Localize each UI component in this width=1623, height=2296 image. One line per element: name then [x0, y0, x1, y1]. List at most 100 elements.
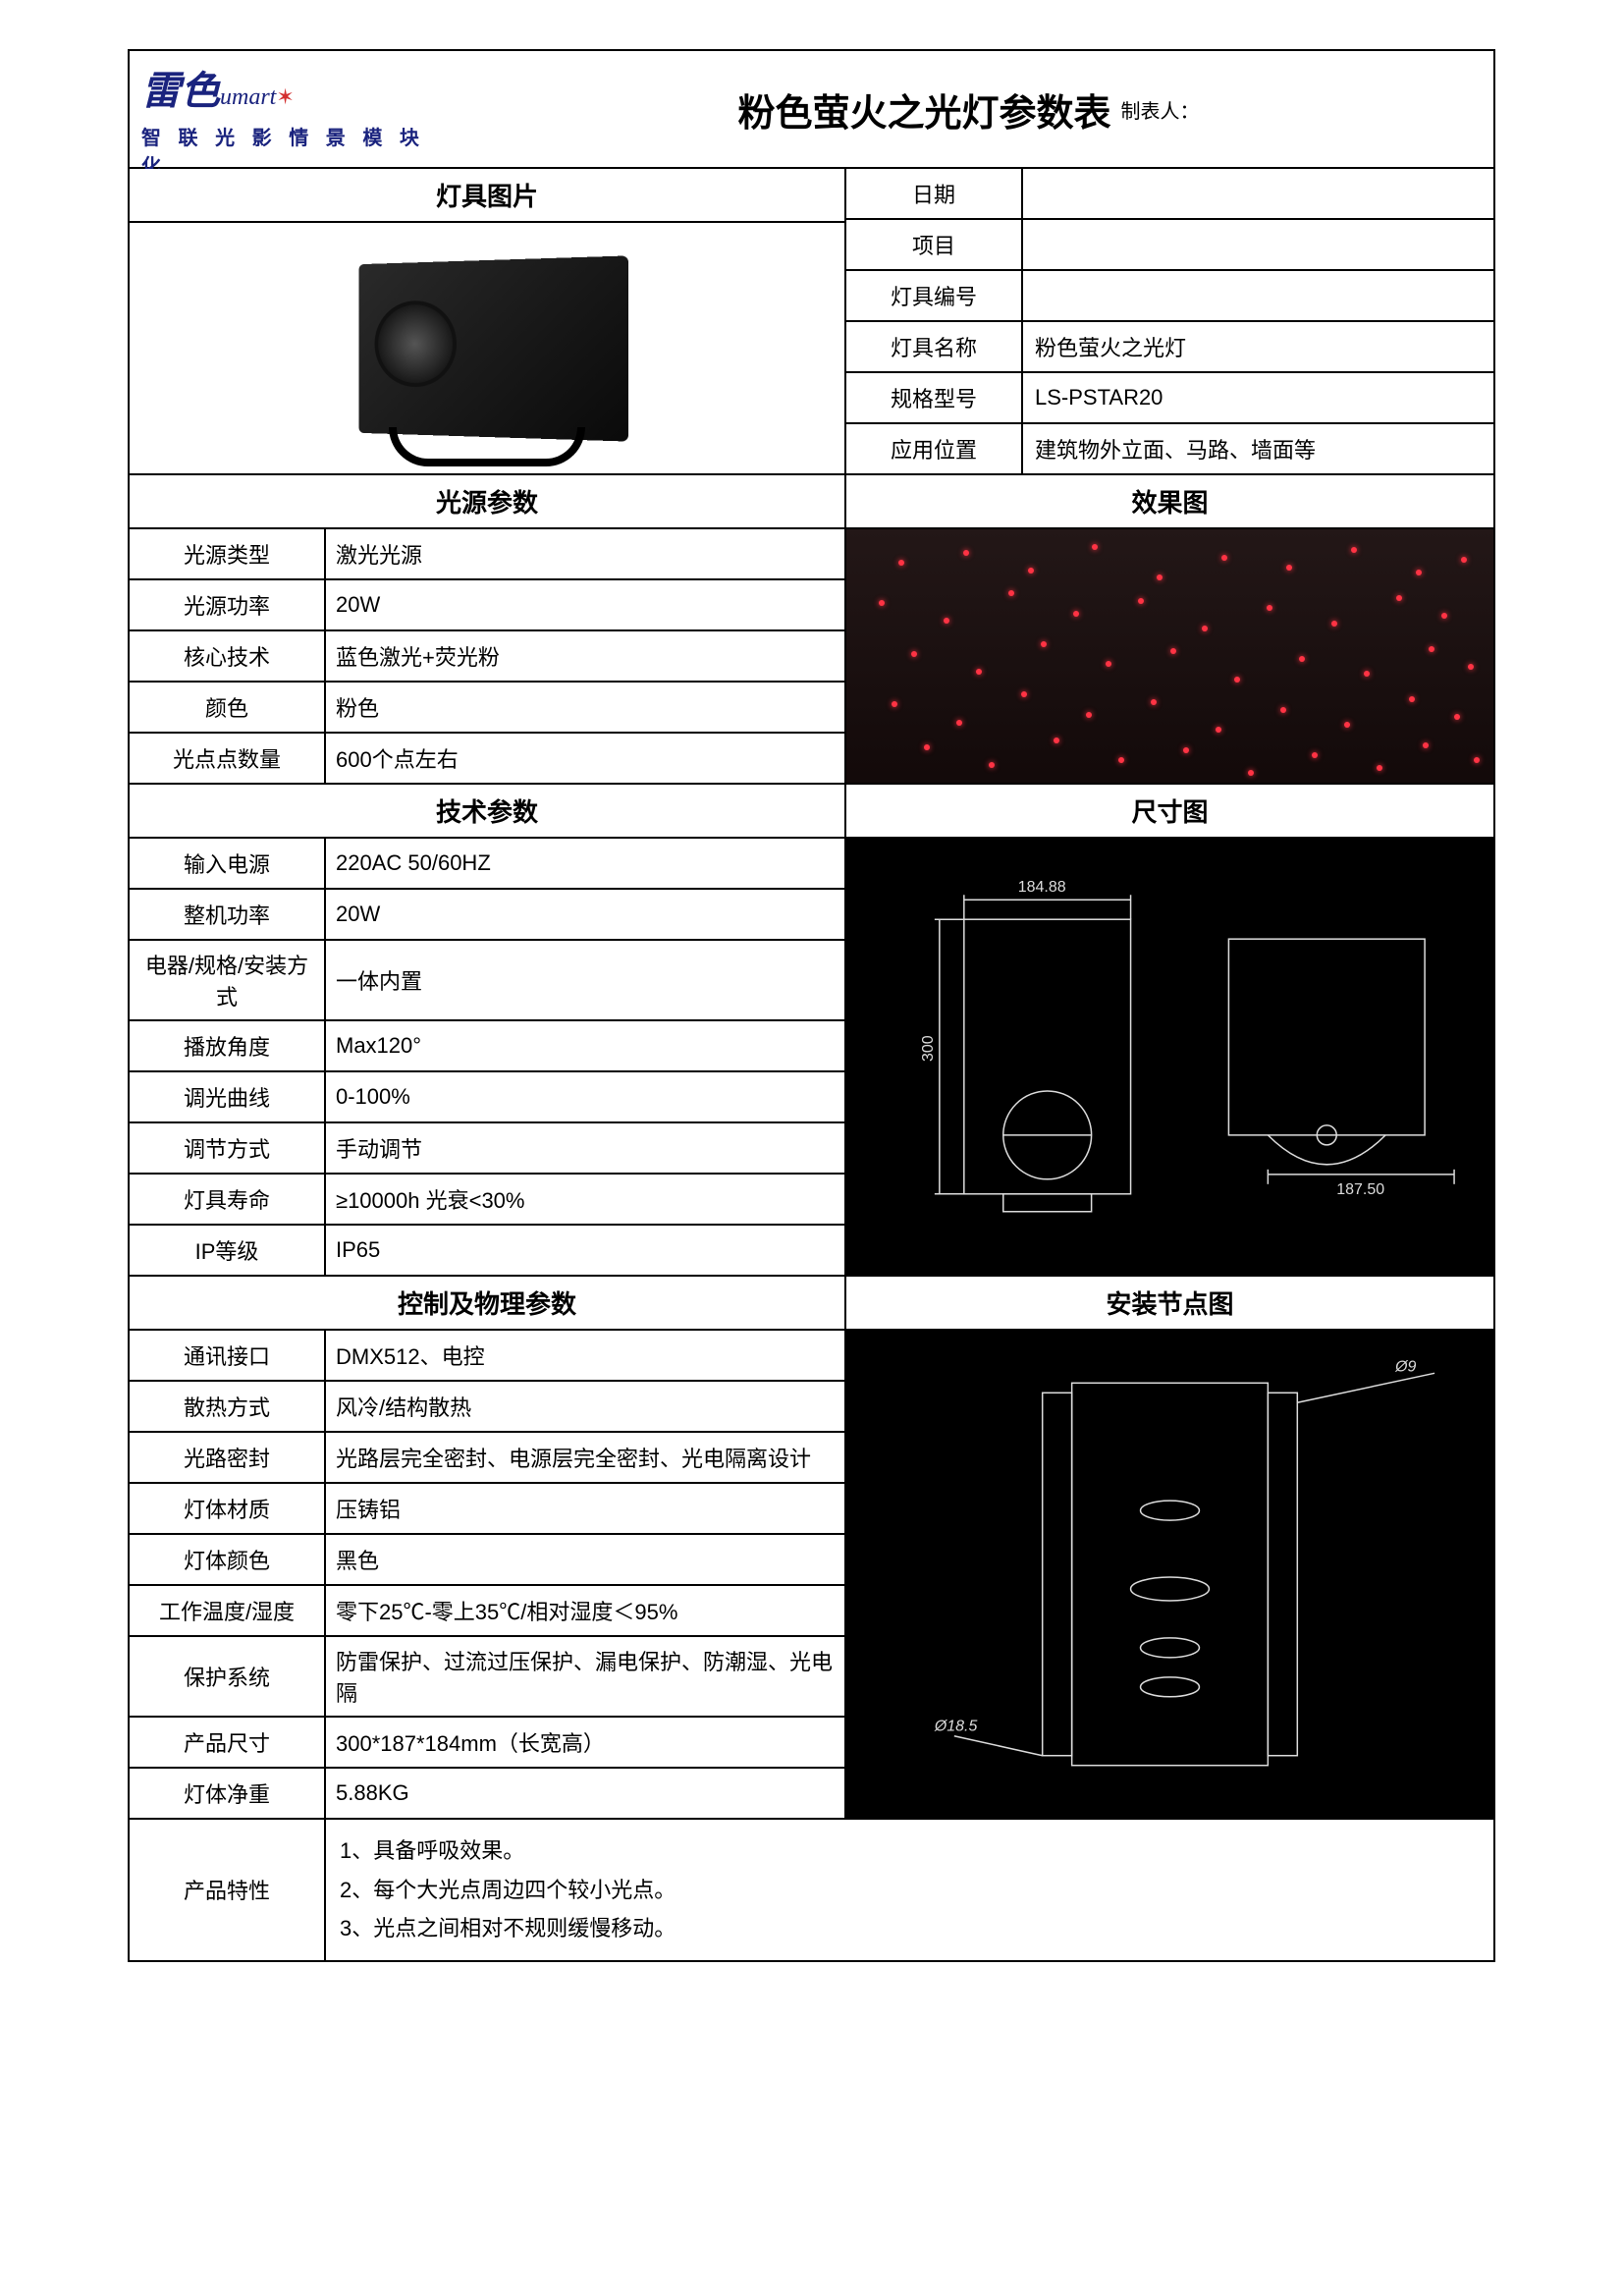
section-photo-head: 灯具图片 [130, 169, 844, 223]
effect-dot [1021, 691, 1027, 697]
effect-dot [1248, 770, 1254, 776]
param-label: 灯体净重 [130, 1769, 326, 1818]
param-value: 压铸铝 [326, 1484, 844, 1533]
param-label: 通讯接口 [130, 1331, 326, 1380]
effect-dot [924, 744, 930, 750]
effect-dot [1344, 722, 1350, 728]
page-title: 粉色萤火之光灯参数表 [737, 82, 1110, 137]
param-value: 300*187*184mm（长宽高） [326, 1718, 844, 1767]
param-row: 散热方式风冷/结构散热 [130, 1382, 844, 1433]
effect-dot [892, 701, 897, 707]
param-value: 粉色 [326, 683, 844, 732]
value-fixture-no [1023, 271, 1493, 320]
value-date [1023, 169, 1493, 218]
dim-width: 184.88 [1018, 879, 1066, 896]
effect-dot [1409, 696, 1415, 702]
param-value: 防雷保护、过流过压保护、漏电保护、防潮湿、光电隔 [326, 1637, 844, 1716]
light-params-list: 光源类型激光光源光源功率20W核心技术蓝色激光+荧光粉颜色粉色光点点数量600个… [130, 529, 846, 783]
logo-star-icon: ✶ [276, 84, 294, 109]
param-label: 保护系统 [130, 1637, 326, 1716]
label-fixture-no: 灯具编号 [846, 271, 1023, 320]
effect-dot [1183, 747, 1189, 753]
effect-section [846, 529, 1493, 783]
param-label: 散热方式 [130, 1382, 326, 1431]
param-value: 零下25℃-零上35℃/相对湿度＜95% [326, 1586, 844, 1635]
effect-dot [956, 720, 962, 726]
param-label: 调光曲线 [130, 1072, 326, 1121]
effect-dot [1377, 765, 1382, 771]
param-label: 核心技术 [130, 631, 326, 681]
param-row: 光路密封光路层完全密封、电源层完全密封、光电隔离设计 [130, 1433, 844, 1484]
param-label: 播放角度 [130, 1021, 326, 1070]
param-label: 光源类型 [130, 529, 326, 578]
param-row: 核心技术蓝色激光+荧光粉 [130, 631, 844, 683]
effect-dot [1396, 595, 1402, 601]
param-row: 灯体颜色黑色 [130, 1535, 844, 1586]
section-dim-head: 尺寸图 [846, 785, 1493, 837]
effect-dot [1280, 707, 1286, 713]
dim-section: 184.88 300 187.50 [846, 839, 1493, 1275]
effect-dot [911, 651, 917, 657]
section-tech-head: 技术参数 [130, 785, 846, 837]
param-label: 输入电源 [130, 839, 326, 888]
effect-dot [1474, 757, 1480, 763]
param-value: 黑色 [326, 1535, 844, 1584]
product-lens [375, 300, 458, 387]
effect-dot [1202, 626, 1208, 631]
feature-line: 2、每个大光点周边四个较小光点。 [340, 1871, 1480, 1910]
param-value: 手动调节 [326, 1123, 844, 1173]
dim-svg: 184.88 300 187.50 [846, 839, 1493, 1275]
effect-dot [1312, 752, 1318, 758]
label-date: 日期 [846, 169, 1023, 218]
param-row: 灯体净重5.88KG [130, 1769, 844, 1818]
param-value: Max120° [326, 1021, 844, 1070]
label-model: 规格型号 [846, 373, 1023, 422]
param-row: 光源类型激光光源 [130, 529, 844, 580]
param-row: 工作温度/湿度零下25℃-零上35℃/相对湿度＜95% [130, 1586, 844, 1637]
section-install-head: 安装节点图 [846, 1277, 1493, 1329]
label-features: 产品特性 [130, 1820, 326, 1960]
param-row: 产品尺寸300*187*184mm（长宽高） [130, 1718, 844, 1769]
effect-dot [1028, 568, 1034, 574]
row-light-effect-body: 光源类型激光光源光源功率20W核心技术蓝色激光+荧光粉颜色粉色光点点数量600个… [130, 529, 1493, 785]
control-params-list: 通讯接口DMX512、电控散热方式风冷/结构散热光路密封光路层完全密封、电源层完… [130, 1331, 846, 1818]
param-value: 20W [326, 580, 844, 629]
tech-params-list: 输入电源220AC 50/60HZ整机功率20W电器/规格/安装方式一体内置播放… [130, 839, 846, 1275]
effect-dot [1106, 661, 1111, 667]
row-tech-dim-head: 技术参数 尺寸图 [130, 785, 1493, 839]
param-row: 播放角度Max120° [130, 1021, 844, 1072]
param-value: 0-100% [326, 1072, 844, 1121]
param-value: 20W [326, 890, 844, 939]
param-value: 一体内置 [326, 941, 844, 1019]
param-value: 5.88KG [326, 1769, 844, 1818]
param-value: DMX512、电控 [326, 1331, 844, 1380]
effect-dot [944, 618, 949, 624]
section-ctrl-head: 控制及物理参数 [130, 1277, 846, 1329]
row-tech-dim-body: 输入电源220AC 50/60HZ整机功率20W电器/规格/安装方式一体内置播放… [130, 839, 1493, 1277]
param-row: 光点点数量600个点左右 [130, 734, 844, 783]
param-row: 通讯接口DMX512、电控 [130, 1331, 844, 1382]
effect-dot [1151, 699, 1157, 705]
feature-line: 3、光点之间相对不规则缓慢移动。 [340, 1909, 1480, 1948]
effect-dot [1441, 613, 1447, 619]
product-bracket [389, 427, 585, 466]
param-label: 整机功率 [130, 890, 326, 939]
row-ctrl-install-body: 通讯接口DMX512、电控散热方式风冷/结构散热光路密封光路层完全密封、电源层完… [130, 1331, 1493, 1820]
param-row: 颜色粉色 [130, 683, 844, 734]
effect-dot [1138, 598, 1144, 604]
param-value: 激光光源 [326, 529, 844, 578]
effect-dot [1008, 590, 1014, 596]
effect-dot [1364, 671, 1370, 677]
subtitle: 制表人： [1121, 95, 1200, 124]
effect-dot [1086, 712, 1092, 718]
effect-dot [1092, 544, 1098, 550]
effect-dot [1267, 605, 1272, 611]
param-row: 输入电源220AC 50/60HZ [130, 839, 844, 890]
value-project [1023, 220, 1493, 269]
effect-image [846, 529, 1493, 783]
effect-dot [879, 600, 885, 606]
param-value: 600个点左右 [326, 734, 844, 783]
product-body [358, 255, 628, 441]
label-project: 项目 [846, 220, 1023, 269]
title-cell: 粉色萤火之光灯参数表 制表人： [444, 51, 1493, 167]
